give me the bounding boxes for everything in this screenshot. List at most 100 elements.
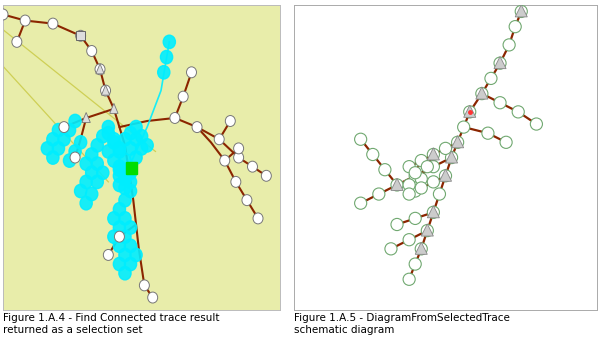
Polygon shape [445,151,458,163]
Polygon shape [464,105,476,117]
Circle shape [130,132,142,146]
Circle shape [119,181,131,195]
Circle shape [80,157,92,170]
Circle shape [0,9,8,20]
Polygon shape [427,148,439,160]
Circle shape [367,148,379,161]
Circle shape [253,213,263,224]
Circle shape [47,151,59,164]
Circle shape [95,64,105,75]
Circle shape [64,124,76,137]
Polygon shape [82,112,91,122]
Circle shape [124,184,137,198]
Circle shape [97,166,109,179]
Circle shape [136,130,148,143]
Circle shape [119,230,131,244]
Polygon shape [110,103,118,114]
Circle shape [500,136,512,148]
Circle shape [124,175,137,189]
Circle shape [119,212,131,225]
Polygon shape [101,85,110,95]
Circle shape [187,67,196,78]
Circle shape [226,116,235,126]
Circle shape [108,230,120,244]
Circle shape [139,280,149,291]
Circle shape [80,175,92,189]
Circle shape [178,91,188,102]
Circle shape [47,132,59,146]
Circle shape [355,133,367,145]
Circle shape [102,145,115,158]
Circle shape [503,39,515,51]
Circle shape [160,51,173,64]
Circle shape [427,206,439,219]
Circle shape [421,161,433,173]
Circle shape [148,292,158,303]
Circle shape [130,151,142,164]
Circle shape [433,188,445,200]
Polygon shape [515,5,527,17]
Circle shape [69,114,81,128]
Circle shape [80,197,92,210]
Polygon shape [452,136,464,148]
Circle shape [124,142,137,155]
Circle shape [415,155,427,167]
Circle shape [102,126,115,140]
Circle shape [403,179,415,191]
Circle shape [427,148,439,161]
Circle shape [409,212,421,225]
Circle shape [86,166,98,179]
Circle shape [421,225,433,237]
Circle shape [427,176,439,188]
Circle shape [124,166,137,179]
Circle shape [86,187,98,201]
Circle shape [482,127,494,139]
Circle shape [108,132,120,146]
Circle shape [124,239,137,252]
Circle shape [97,130,109,143]
Circle shape [515,5,527,17]
Circle shape [170,112,180,124]
Circle shape [108,212,120,225]
Circle shape [102,120,115,134]
Circle shape [41,142,53,155]
Circle shape [233,152,244,163]
Circle shape [86,148,98,161]
Circle shape [113,221,125,234]
Polygon shape [421,224,433,236]
Circle shape [458,121,470,133]
Circle shape [445,151,458,164]
Circle shape [242,195,252,206]
Circle shape [163,35,175,48]
Circle shape [52,124,65,137]
Polygon shape [476,87,488,99]
Bar [76,31,85,40]
Circle shape [48,18,58,29]
Circle shape [91,157,103,170]
Circle shape [119,172,131,185]
Circle shape [113,239,125,252]
Circle shape [124,126,137,140]
Circle shape [115,231,124,242]
Circle shape [113,160,125,173]
Circle shape [391,219,403,231]
Circle shape [70,152,80,163]
Circle shape [476,88,488,100]
Circle shape [439,170,452,182]
Circle shape [464,106,476,118]
Circle shape [494,57,506,69]
Circle shape [113,163,125,177]
Circle shape [113,142,125,155]
Circle shape [403,188,415,200]
Polygon shape [427,206,439,218]
Text: Figure 1.A.4 - Find Connected trace result
returned as a selection set: Figure 1.A.4 - Find Connected trace resu… [3,313,220,335]
Circle shape [64,154,76,167]
Circle shape [391,179,403,191]
Bar [127,162,137,174]
Circle shape [409,185,421,197]
Circle shape [124,163,137,177]
Circle shape [130,120,142,134]
Circle shape [119,132,131,146]
Circle shape [108,154,120,167]
Circle shape [119,267,131,280]
